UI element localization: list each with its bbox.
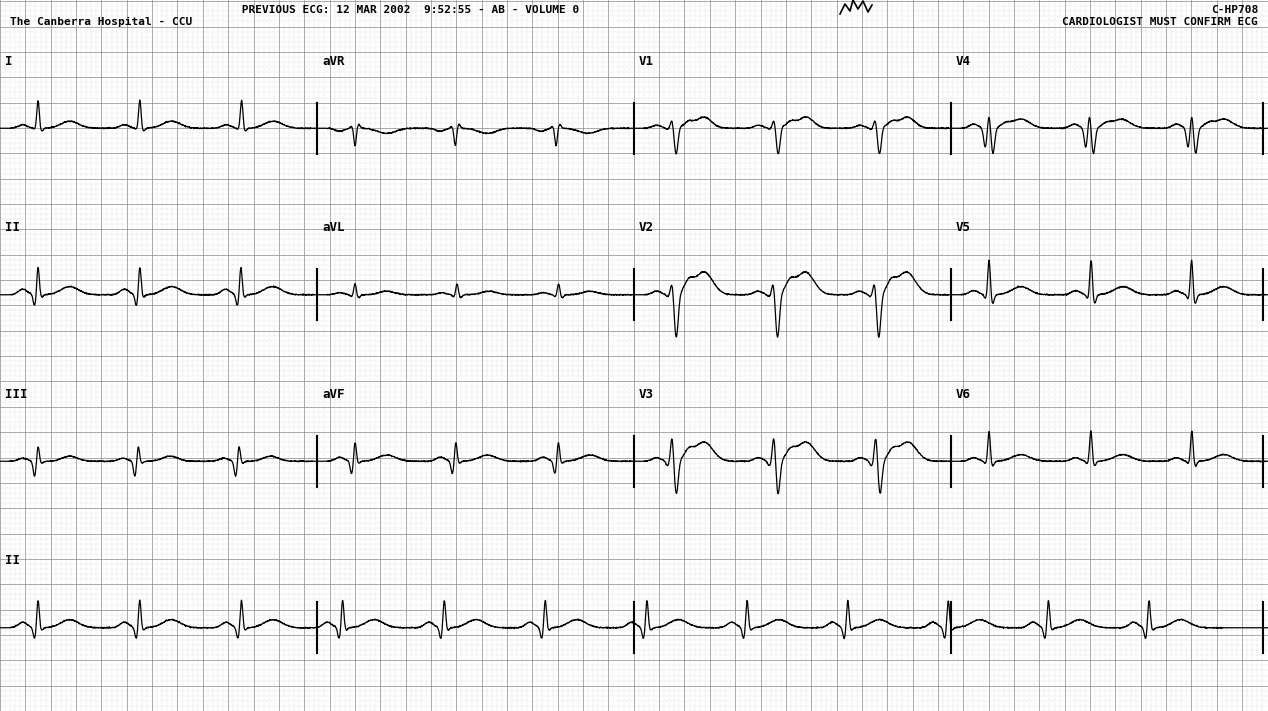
- Text: V3: V3: [639, 388, 654, 401]
- Text: aVL: aVL: [322, 222, 345, 235]
- Text: CARDIOLOGIST MUST CONFIRM ECG: CARDIOLOGIST MUST CONFIRM ECG: [1063, 17, 1258, 27]
- Text: V6: V6: [956, 388, 971, 401]
- Text: V1: V1: [639, 55, 654, 68]
- Text: III: III: [5, 388, 28, 401]
- Text: II: II: [5, 555, 20, 567]
- Text: aVF: aVF: [322, 388, 345, 401]
- Text: The Canberra Hospital - CCU: The Canberra Hospital - CCU: [10, 17, 193, 27]
- Text: aVR: aVR: [322, 55, 345, 68]
- Text: II: II: [5, 222, 20, 235]
- Text: V5: V5: [956, 222, 971, 235]
- Text: V4: V4: [956, 55, 971, 68]
- Text: PREVIOUS ECG: 12 MAR 2002  9:52:55 - AB - VOLUME 0: PREVIOUS ECG: 12 MAR 2002 9:52:55 - AB -…: [181, 5, 579, 15]
- Text: C-HP708: C-HP708: [1211, 5, 1258, 15]
- Text: I: I: [5, 55, 13, 68]
- Text: V2: V2: [639, 222, 654, 235]
